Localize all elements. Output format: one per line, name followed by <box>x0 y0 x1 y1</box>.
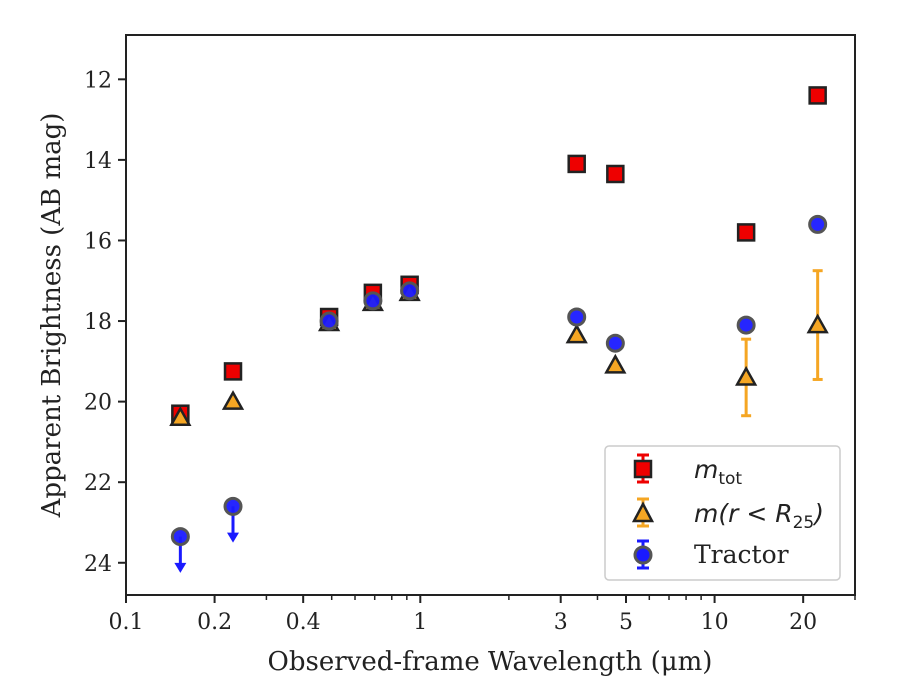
mr25-point <box>565 323 588 344</box>
x-tick-label: 0.1 <box>109 610 144 635</box>
tractor-point <box>319 311 339 331</box>
y-tick-label: 24 <box>84 552 112 577</box>
tractor-point <box>736 315 756 335</box>
mtot-point <box>567 154 586 174</box>
y-tick-label: 22 <box>84 471 112 496</box>
legend-mr-marker <box>631 501 655 523</box>
legend-tractor-marker <box>633 545 653 565</box>
x-axis-label: Observed-frame Wavelength (μm) <box>268 647 713 677</box>
tractor-point <box>567 307 587 327</box>
mtot-point <box>606 164 625 184</box>
mtot-point <box>808 86 827 105</box>
tractor-point <box>223 496 243 516</box>
y-tick-label: 18 <box>84 310 112 335</box>
y-tick-label: 14 <box>84 149 112 174</box>
x-tick-label: 20 <box>789 610 817 635</box>
x-tick-label: 3 <box>554 610 568 635</box>
x-tick-label: 5 <box>619 610 633 635</box>
upper-limit-arrowhead <box>174 562 187 573</box>
mr25-point <box>169 406 192 426</box>
legend-box <box>604 445 841 581</box>
mr25-point <box>221 390 245 410</box>
x-tick-label: 0.4 <box>286 610 321 635</box>
ticks-layer: 0.1 0.2 0.4 1 3 5 10 20 12 14 16 18 20 22 24 <box>84 68 856 635</box>
mtot-point <box>736 223 756 242</box>
x-tick-label: 1 <box>413 610 427 635</box>
mtot-point <box>223 362 243 381</box>
plot-frame <box>125 34 856 596</box>
y-tick-label: 20 <box>84 391 112 416</box>
y-tick-label: 12 <box>84 68 112 93</box>
legend-mr-label: m(r < R25) <box>694 499 824 533</box>
mr25-point <box>806 313 829 334</box>
upper-limit-arrowhead <box>227 532 240 543</box>
tractor-point <box>400 281 420 301</box>
y-axis-label: Apparent Brightness (AB mag) <box>37 113 67 519</box>
y-tick-label: 16 <box>84 229 112 254</box>
tractor-point <box>170 527 190 547</box>
tractor-point <box>808 214 828 234</box>
tractor-point <box>363 291 383 311</box>
mr25-point <box>735 365 758 386</box>
legend-tractor-label: Tractor <box>694 540 789 569</box>
legend-mtot-label: mtot <box>694 455 742 489</box>
x-tick-label: 0.2 <box>197 610 232 635</box>
plot-layer <box>169 86 829 573</box>
legend-mtot-marker <box>633 459 653 479</box>
legend: mtot m(r < R25) Tractor <box>604 445 841 581</box>
x-tick-label: 10 <box>701 610 729 635</box>
tractor-point <box>605 333 625 353</box>
mr25-point <box>604 353 627 374</box>
